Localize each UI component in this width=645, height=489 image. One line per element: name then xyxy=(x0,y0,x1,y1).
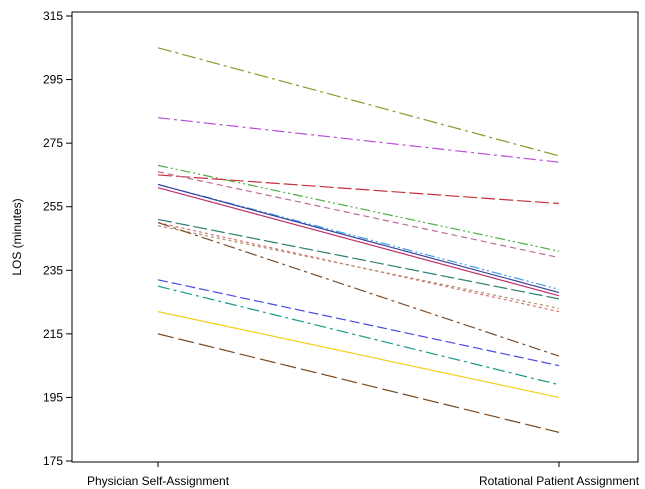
y-tick-label: 275 xyxy=(43,136,63,150)
series-line xyxy=(157,333,560,433)
y-tick-label: 295 xyxy=(43,73,63,87)
x-category-label: Rotational Patient Assignment xyxy=(479,474,640,488)
y-tick-label: 315 xyxy=(43,9,63,23)
y-tick-label: 235 xyxy=(43,263,63,277)
y-axis-title: LOS (minutes) xyxy=(10,198,24,275)
series-line xyxy=(157,117,560,163)
series-line xyxy=(157,164,560,252)
y-tick-label: 215 xyxy=(43,327,63,341)
series-line xyxy=(157,183,560,294)
y-tick-label: 175 xyxy=(43,454,63,468)
series-line xyxy=(157,174,560,205)
y-tick-label: 255 xyxy=(43,200,63,214)
series-line xyxy=(157,222,560,357)
series-line xyxy=(157,279,560,367)
x-axis: Physician Self-Assignment Rotational Pati… xyxy=(87,462,640,488)
series-line xyxy=(157,225,560,310)
series-line xyxy=(157,47,560,157)
y-tick-label: 195 xyxy=(43,390,63,404)
series-group xyxy=(157,47,560,433)
series-line xyxy=(157,187,560,297)
x-category-label: Physician Self-Assignment xyxy=(87,474,230,488)
series-line xyxy=(157,311,560,399)
y-axis: 175 195 215 235 255 275 295 315 xyxy=(43,9,72,468)
series-line xyxy=(157,218,560,300)
series-line xyxy=(157,171,560,259)
